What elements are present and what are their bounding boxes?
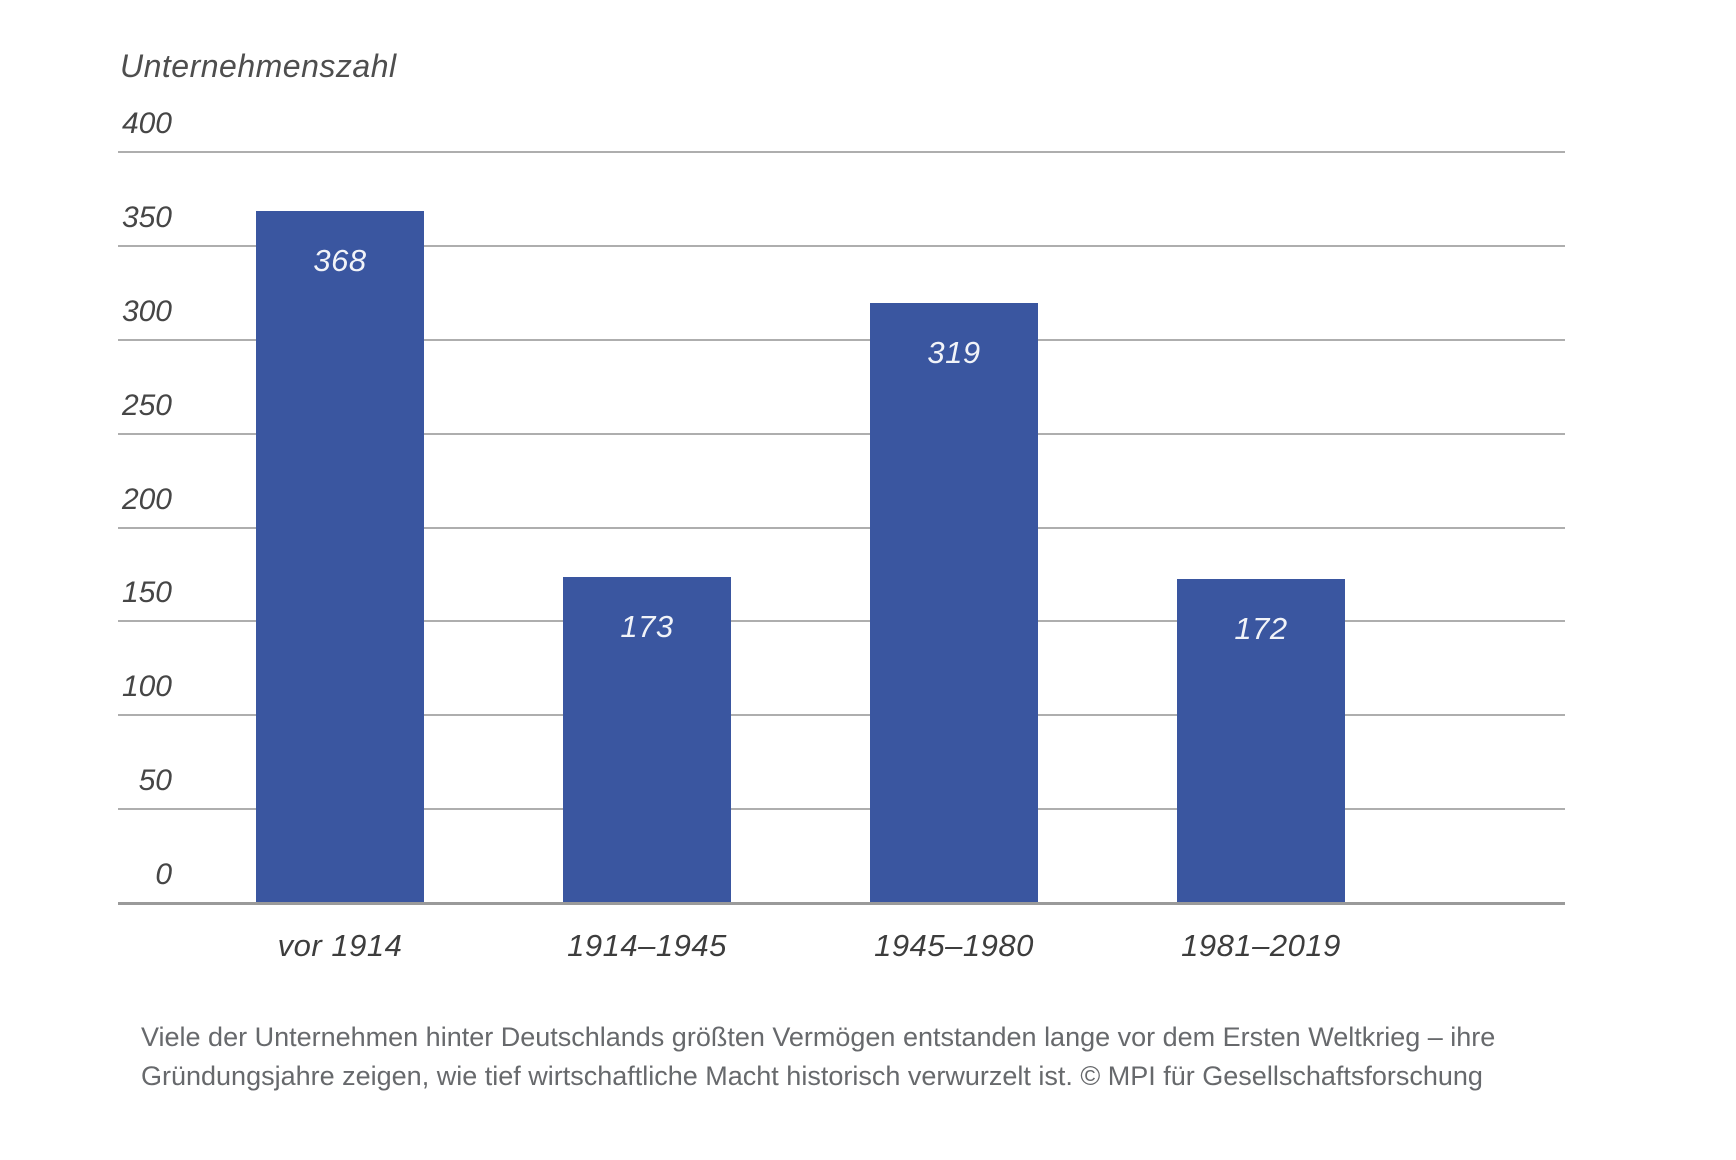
gridline [118,714,1565,716]
bar-1914–1945: 173 [563,577,731,902]
bar-1945–1980: 319 [870,303,1038,902]
x-axis-label: vor 1914 [277,928,403,963]
y-tick-label: 250 [121,389,172,422]
bar-value-label: 172 [1234,611,1288,646]
gridline [118,245,1565,247]
gridline [118,339,1565,341]
chart-caption: Viele der Unternehmen hinter Deutschland… [141,1018,1496,1096]
y-tick-label: 200 [121,483,172,516]
bar-value-label: 173 [620,609,674,644]
y-tick-label: 150 [121,576,172,609]
gridline [118,620,1565,622]
x-axis-label: 1914–1945 [567,928,727,963]
y-tick-label: 0 [155,858,172,891]
gridline [118,808,1565,810]
bar-value-label: 368 [313,243,367,278]
y-tick-label: 300 [121,295,172,328]
x-axis-label: 1981–2019 [1181,928,1341,963]
y-tick-label: 50 [138,764,172,797]
y-tick-label: 350 [121,201,172,234]
y-tick-label: 100 [121,670,172,703]
gridline [118,527,1565,529]
bar-vor 1914: 368 [256,211,424,902]
caption-line-2: Gründungsjahre zeigen, wie tief wirtscha… [141,1061,1483,1091]
gridline [118,151,1565,153]
gridline [118,433,1565,435]
y-tick-label: 400 [121,107,172,140]
caption-line-1: Viele der Unternehmen hinter Deutschland… [141,1022,1496,1052]
bar-value-label: 319 [927,335,981,370]
x-axis-baseline [118,902,1565,905]
x-axis-label: 1945–1980 [874,928,1034,963]
bar-1981–2019: 172 [1177,579,1345,902]
chart-title: Unternehmenszahl [120,48,397,84]
